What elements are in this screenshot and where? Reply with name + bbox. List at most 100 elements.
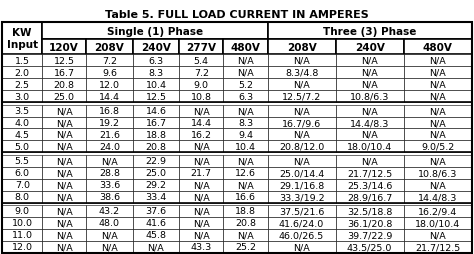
Bar: [336, 167, 404, 179]
Text: 18.8: 18.8: [235, 207, 256, 216]
Text: 25.0: 25.0: [54, 92, 74, 101]
Bar: [86, 55, 133, 67]
Text: N/A: N/A: [101, 230, 118, 239]
Text: 16.6: 16.6: [235, 192, 256, 201]
Text: 39.7/22.9: 39.7/22.9: [347, 230, 392, 239]
Text: N/A: N/A: [56, 192, 73, 201]
Bar: [133, 167, 179, 179]
Bar: [2, 179, 42, 191]
Text: 8.3: 8.3: [238, 119, 253, 128]
Bar: [133, 229, 179, 241]
Text: 208V: 208V: [95, 43, 124, 53]
Bar: [336, 67, 404, 79]
Text: N/A: N/A: [101, 242, 118, 251]
Text: 6.3: 6.3: [238, 92, 253, 101]
Bar: [268, 155, 336, 167]
Bar: [86, 155, 133, 167]
Bar: [268, 23, 472, 40]
Text: 3.0: 3.0: [15, 92, 30, 101]
Bar: [133, 205, 179, 217]
Text: N/A: N/A: [293, 81, 310, 89]
Bar: [223, 129, 268, 141]
Text: 6.0: 6.0: [15, 168, 30, 178]
Bar: [404, 241, 472, 253]
Bar: [268, 91, 336, 103]
Bar: [336, 205, 404, 217]
Bar: [336, 105, 404, 117]
Text: 9.0: 9.0: [15, 207, 30, 216]
Bar: [42, 241, 86, 253]
Text: 7.2: 7.2: [102, 57, 117, 66]
Text: 480V: 480V: [423, 43, 453, 53]
Text: 14.4/8.3: 14.4/8.3: [350, 119, 389, 128]
Text: Single (1) Phase: Single (1) Phase: [107, 26, 203, 36]
Text: 10.8/6.3: 10.8/6.3: [418, 168, 457, 178]
Text: 20.8/12.0: 20.8/12.0: [279, 142, 324, 151]
Bar: [133, 129, 179, 141]
Bar: [179, 205, 223, 217]
Bar: [86, 141, 133, 153]
Bar: [268, 79, 336, 91]
Text: 240V: 240V: [141, 43, 171, 53]
Text: 36.1/20.8: 36.1/20.8: [347, 218, 392, 228]
Text: 20.8: 20.8: [54, 81, 74, 89]
Text: 6.3: 6.3: [148, 57, 164, 66]
Text: 208V: 208V: [287, 43, 317, 53]
Text: 43.2: 43.2: [99, 207, 120, 216]
Text: 19.2: 19.2: [99, 119, 120, 128]
Bar: [133, 40, 179, 55]
Text: N/A: N/A: [293, 130, 310, 139]
Text: 3.5: 3.5: [15, 107, 30, 116]
Text: N/A: N/A: [429, 57, 446, 66]
Text: 25.0/14.4: 25.0/14.4: [279, 168, 324, 178]
Bar: [404, 117, 472, 129]
Bar: [223, 67, 268, 79]
Bar: [268, 105, 336, 117]
Text: 11.0: 11.0: [12, 230, 33, 239]
Text: 10.8: 10.8: [191, 92, 212, 101]
Bar: [86, 229, 133, 241]
Text: 45.8: 45.8: [146, 230, 166, 239]
Text: 22.9: 22.9: [146, 157, 166, 166]
Bar: [86, 241, 133, 253]
Bar: [404, 217, 472, 229]
Bar: [86, 40, 133, 55]
Bar: [2, 23, 42, 55]
Text: N/A: N/A: [193, 107, 210, 116]
Text: 480V: 480V: [230, 43, 260, 53]
Text: 25.3/14.6: 25.3/14.6: [347, 180, 392, 189]
Bar: [223, 40, 268, 55]
Bar: [2, 79, 42, 91]
Bar: [336, 141, 404, 153]
Bar: [223, 205, 268, 217]
Text: N/A: N/A: [361, 57, 378, 66]
Text: N/A: N/A: [56, 242, 73, 251]
Bar: [404, 167, 472, 179]
Bar: [86, 179, 133, 191]
Text: N/A: N/A: [56, 157, 73, 166]
Bar: [42, 141, 86, 153]
Bar: [2, 141, 42, 153]
Text: 14.4/8.3: 14.4/8.3: [418, 192, 457, 201]
Text: 12.5: 12.5: [54, 57, 74, 66]
Text: 7.2: 7.2: [194, 69, 209, 77]
Bar: [86, 191, 133, 203]
Text: 8.3/4.8: 8.3/4.8: [285, 69, 319, 77]
Text: 1.5: 1.5: [15, 57, 30, 66]
Bar: [133, 67, 179, 79]
Text: N/A: N/A: [237, 107, 254, 116]
Text: 5.2: 5.2: [238, 81, 253, 89]
Text: 28.9/16.7: 28.9/16.7: [347, 192, 392, 201]
Bar: [336, 79, 404, 91]
Text: N/A: N/A: [193, 157, 210, 166]
Bar: [336, 217, 404, 229]
Text: 10.0: 10.0: [12, 218, 33, 228]
Text: N/A: N/A: [361, 130, 378, 139]
Text: N/A: N/A: [293, 242, 310, 251]
Bar: [86, 167, 133, 179]
Text: N/A: N/A: [429, 107, 446, 116]
Bar: [179, 55, 223, 67]
Bar: [404, 229, 472, 241]
Text: N/A: N/A: [56, 107, 73, 116]
Text: N/A: N/A: [101, 157, 118, 166]
